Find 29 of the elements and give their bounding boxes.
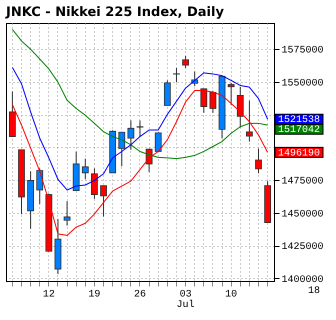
candlestick	[246, 100, 253, 142]
candlestick	[118, 132, 126, 167]
candlestick	[91, 168, 98, 200]
y-tick-label: 1425000	[282, 242, 324, 254]
y-tick-label: 1450000	[282, 209, 324, 220]
y-tick-label: 1550000	[282, 78, 324, 90]
candlestick	[164, 80, 171, 106]
data-label: 1517042	[278, 125, 320, 136]
x-tick-label: 12	[42, 290, 55, 300]
x-tick-label: 26	[134, 290, 146, 300]
candlestick	[127, 120, 134, 150]
candlestick	[182, 55, 189, 68]
data-label: 1521538	[278, 115, 320, 126]
y-tick-label: 1575000	[282, 46, 324, 57]
candlestick	[82, 158, 89, 180]
candlestick	[255, 148, 262, 174]
x-tick-label: 19	[88, 290, 100, 300]
text: Jul	[176, 299, 195, 311]
text: 18	[308, 286, 320, 297]
candlestick	[173, 67, 180, 83]
x-tick-label: 03	[180, 290, 192, 300]
candlestick	[136, 120, 144, 138]
y-tick-label: 1400000	[282, 274, 324, 286]
candlestick	[100, 185, 107, 218]
data-label: 1496190	[278, 148, 320, 160]
chart-title: JNKC - Nikkei 225 Index, Daily	[5, 5, 224, 20]
candlestick	[64, 200, 70, 226]
x-tick-label: 10	[225, 290, 238, 300]
y-tick-label: 1475000	[282, 176, 324, 188]
